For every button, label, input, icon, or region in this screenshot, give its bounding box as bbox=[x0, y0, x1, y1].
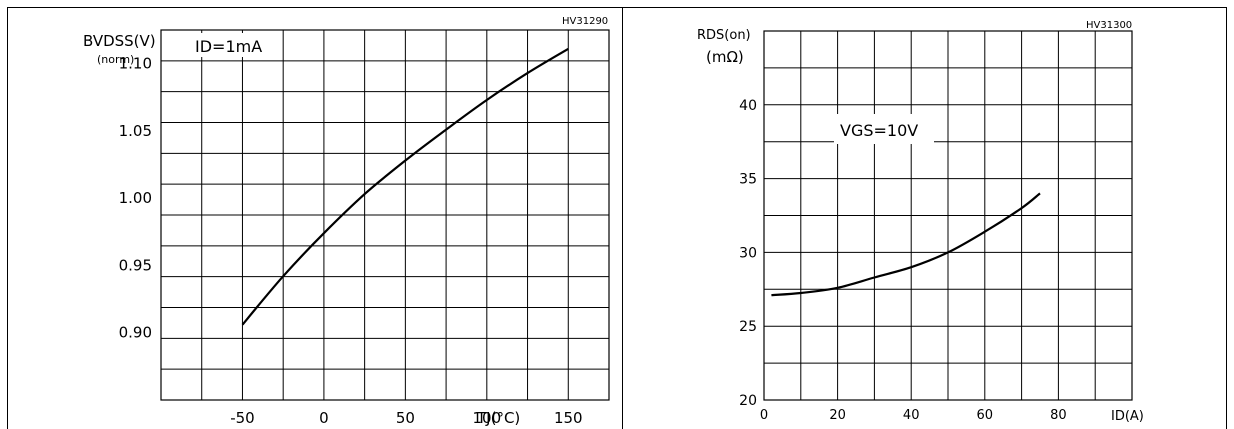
plot-border-rdson bbox=[763, 30, 1133, 401]
grid-rdson bbox=[764, 31, 1132, 400]
x-tick-label: 60 bbox=[977, 408, 994, 423]
y-tick-label: 1.00 bbox=[119, 189, 152, 207]
chart-bvdss: -50 0 50 100 150 0.90 0.95 1.00 1.05 1.10 ID=1mA… bbox=[83, 16, 610, 427]
condition-label-rdson: VGS=10V bbox=[840, 121, 918, 140]
y-axis-title-bvdss: BVDSS(V) bbox=[83, 32, 156, 50]
y-tick-label: 30 bbox=[739, 245, 757, 261]
y-tick-label: 20 bbox=[739, 393, 757, 409]
plot-border-bvdss bbox=[160, 29, 610, 401]
panel-divider bbox=[622, 7, 623, 429]
y-ticks-rdson: 20 25 30 35 40 bbox=[739, 98, 757, 409]
y-axis-unit-rdson: (mΩ) bbox=[706, 48, 744, 66]
x-tick-label: 80 bbox=[1050, 408, 1067, 423]
y-tick-label: 1.05 bbox=[119, 122, 152, 140]
y-tick-label: 1.10 bbox=[119, 55, 152, 73]
x-tick-label: 150 bbox=[554, 409, 583, 427]
y-tick-label: 40 bbox=[739, 98, 757, 114]
x-ticks-bvdss: -50 0 50 100 150 bbox=[230, 409, 582, 427]
condition-bg-bvdss bbox=[192, 33, 278, 57]
x-tick-label: 0 bbox=[319, 409, 329, 427]
series-line-bvdss bbox=[241, 47, 569, 326]
figure-frame bbox=[7, 7, 1227, 429]
figure-code-rdson: HV31300 bbox=[1086, 20, 1132, 31]
series-line-rdson bbox=[771, 192, 1041, 297]
x-axis-title-bvdss: TJ(°C) bbox=[476, 409, 520, 427]
x-ticks-rdson: 0 20 40 60 80 bbox=[760, 408, 1067, 423]
x-tick-label: 0 bbox=[760, 408, 768, 423]
y-ticks-bvdss: 0.90 0.95 1.00 1.05 1.10 bbox=[119, 55, 152, 342]
y-tick-label: 0.90 bbox=[119, 324, 152, 342]
x-tick-label: 50 bbox=[396, 409, 415, 427]
condition-bg-rdson bbox=[834, 114, 934, 144]
y-tick-label: 25 bbox=[739, 319, 757, 335]
x-tick-label: 40 bbox=[903, 408, 920, 423]
x-tick-label: 20 bbox=[829, 408, 846, 423]
y-tick-label: 0.95 bbox=[119, 256, 152, 274]
x-tick-label: -50 bbox=[230, 409, 255, 427]
y-axis-unit-bvdss: (norm) bbox=[97, 53, 134, 66]
x-tick-label: 100 bbox=[472, 409, 501, 427]
y-axis-title-rdson: RDS(on) bbox=[697, 28, 751, 43]
figure-code-bvdss: HV31290 bbox=[562, 16, 608, 27]
x-axis-title-rdson: ID(A) bbox=[1111, 409, 1144, 424]
condition-label-bvdss: ID=1mA bbox=[195, 37, 262, 56]
y-tick-label: 35 bbox=[739, 172, 757, 188]
grid-bvdss bbox=[161, 30, 609, 400]
